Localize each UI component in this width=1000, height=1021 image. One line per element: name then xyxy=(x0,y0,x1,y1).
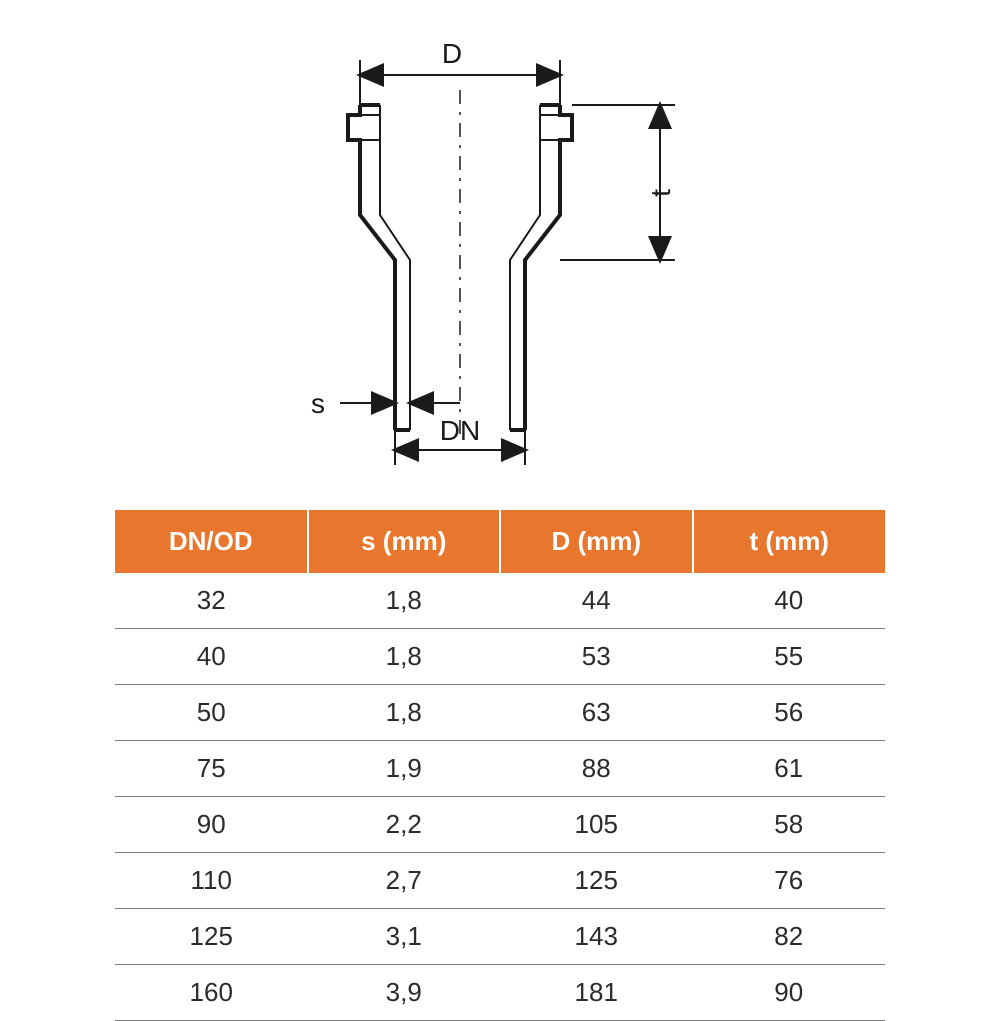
pipe-diagram: D t DN s xyxy=(200,35,800,475)
col-s: s (mm) xyxy=(308,510,501,573)
table-cell: 50 xyxy=(115,685,308,741)
table-cell: 2,2 xyxy=(308,797,501,853)
dim-t-label: t xyxy=(645,189,676,197)
table-cell: 125 xyxy=(115,909,308,965)
table-cell: 1,8 xyxy=(308,573,501,629)
table-cell: 76 xyxy=(693,853,886,909)
table-cell: 143 xyxy=(500,909,693,965)
table-cell: 32 xyxy=(115,573,308,629)
table-row: 1102,712576 xyxy=(115,853,885,909)
table-row: 1603,918190 xyxy=(115,965,885,1021)
table-cell: 40 xyxy=(693,573,886,629)
spec-table: DN/OD s (mm) D (mm) t (mm) 321,84440401,… xyxy=(115,510,885,1021)
dim-t: t xyxy=(560,105,676,260)
table-cell: 53 xyxy=(500,629,693,685)
table-cell: 3,9 xyxy=(308,965,501,1021)
table-cell: 56 xyxy=(693,685,886,741)
table-cell: 125 xyxy=(500,853,693,909)
table-cell: 82 xyxy=(693,909,886,965)
table-cell: 90 xyxy=(693,965,886,1021)
dim-D-label: D xyxy=(442,38,462,69)
table-cell: 58 xyxy=(693,797,886,853)
table-cell: 105 xyxy=(500,797,693,853)
dim-s: s xyxy=(311,388,460,419)
table-row: 321,84440 xyxy=(115,573,885,629)
table-cell: 110 xyxy=(115,853,308,909)
table-cell: 3,1 xyxy=(308,909,501,965)
table-cell: 88 xyxy=(500,741,693,797)
table-cell: 1,8 xyxy=(308,685,501,741)
table-cell: 75 xyxy=(115,741,308,797)
table-cell: 1,8 xyxy=(308,629,501,685)
table-cell: 160 xyxy=(115,965,308,1021)
table-cell: 61 xyxy=(693,741,886,797)
table-cell: 1,9 xyxy=(308,741,501,797)
table-row: 401,85355 xyxy=(115,629,885,685)
table-row: 1253,114382 xyxy=(115,909,885,965)
table-cell: 55 xyxy=(693,629,886,685)
spec-table-container: DN/OD s (mm) D (mm) t (mm) 321,84440401,… xyxy=(115,510,885,1021)
table-cell: 2,7 xyxy=(308,853,501,909)
table-cell: 40 xyxy=(115,629,308,685)
table-row: 751,98861 xyxy=(115,741,885,797)
spec-table-header-row: DN/OD s (mm) D (mm) t (mm) xyxy=(115,510,885,573)
table-row: 501,86356 xyxy=(115,685,885,741)
table-row: 902,210558 xyxy=(115,797,885,853)
col-dn-od: DN/OD xyxy=(115,510,308,573)
col-t: t (mm) xyxy=(693,510,886,573)
table-cell: 181 xyxy=(500,965,693,1021)
table-cell: 44 xyxy=(500,573,693,629)
dim-s-label: s xyxy=(311,388,325,419)
table-cell: 90 xyxy=(115,797,308,853)
col-D: D (mm) xyxy=(500,510,693,573)
table-cell: 63 xyxy=(500,685,693,741)
